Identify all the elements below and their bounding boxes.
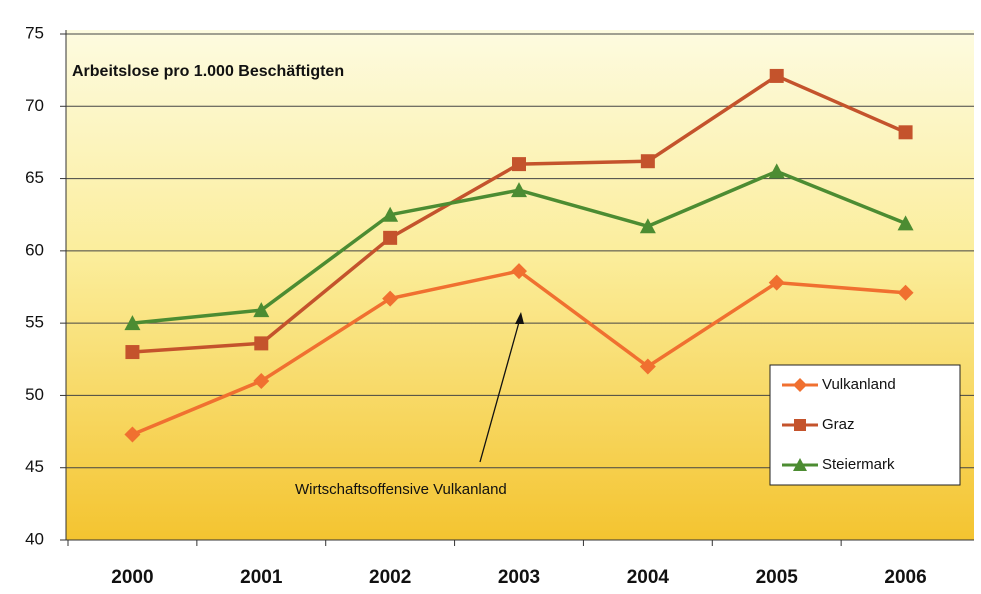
marker xyxy=(512,157,526,172)
y-tick-label: 45 xyxy=(25,457,44,476)
marker xyxy=(511,263,527,280)
legend-marker xyxy=(794,419,806,431)
marker xyxy=(639,218,656,234)
x-tick-label: 2006 xyxy=(884,567,926,588)
legend: Vulkanland Graz Steiermark xyxy=(769,364,961,486)
x-tick-label: 2003 xyxy=(498,567,540,588)
y-tick-label: 40 xyxy=(25,529,44,548)
marker xyxy=(511,182,527,198)
x-tick-label: 2002 xyxy=(369,567,411,588)
legend-label: Graz xyxy=(822,416,855,433)
x-tick-label: 2004 xyxy=(627,567,670,588)
y-tick-label: 75 xyxy=(25,23,44,42)
x-tick-label: 2001 xyxy=(240,567,283,588)
legend-marker xyxy=(793,458,807,471)
marker xyxy=(253,302,270,318)
y-tick-label: 50 xyxy=(25,385,44,404)
marker xyxy=(125,345,140,360)
y-tick-label: 70 xyxy=(25,96,44,115)
legend-label: Vulkanland xyxy=(822,376,896,393)
marker xyxy=(768,163,785,179)
x-tick-label: 2005 xyxy=(756,567,799,588)
marker xyxy=(640,154,655,169)
marker xyxy=(254,336,269,351)
marker xyxy=(382,206,399,222)
y-tick-label: 55 xyxy=(25,313,44,332)
marker xyxy=(383,230,398,245)
marker xyxy=(769,68,784,83)
legend-marker xyxy=(793,378,807,392)
legend-label: Steiermark xyxy=(822,456,895,473)
marker xyxy=(639,358,656,375)
marker xyxy=(124,315,141,331)
marker xyxy=(897,215,914,231)
y-tick-label: 65 xyxy=(25,168,44,187)
marker xyxy=(124,426,141,443)
annotation: Wirtschaftsoffensive Vulkanland xyxy=(295,481,507,498)
marker xyxy=(768,274,785,291)
marker xyxy=(253,372,270,389)
annotation-arrow xyxy=(479,314,522,463)
marker xyxy=(382,290,399,307)
marker xyxy=(898,125,913,140)
y-tick-label: 60 xyxy=(25,240,44,259)
x-tick-label: 2000 xyxy=(111,567,153,588)
chart-title: Arbeitslose pro 1.000 Beschäftigten xyxy=(72,63,344,80)
marker xyxy=(897,284,914,301)
annotation-arrowhead xyxy=(515,312,524,324)
